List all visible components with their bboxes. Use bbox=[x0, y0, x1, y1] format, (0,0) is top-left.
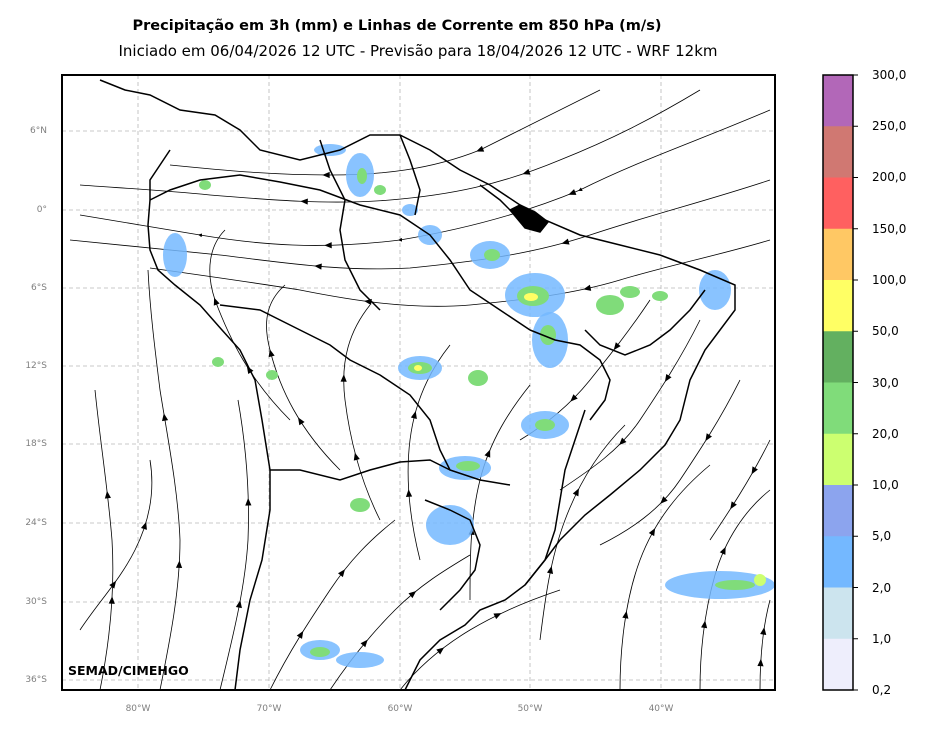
streamline-arrow bbox=[245, 498, 252, 506]
streamline-arrow bbox=[300, 198, 308, 205]
streamline-arrow bbox=[314, 263, 322, 270]
streamline-arrow bbox=[757, 658, 764, 667]
colorbar-label: 10,0 bbox=[872, 478, 899, 492]
streamline-arrow bbox=[337, 569, 345, 578]
streamline-arrow bbox=[705, 433, 712, 442]
streamline-arrow bbox=[324, 242, 332, 249]
chart-subtitle: Iniciado em 06/04/2026 12 UTC - Previsão… bbox=[118, 42, 718, 60]
streamline-arrow bbox=[268, 349, 275, 358]
lat-label: 0° bbox=[36, 205, 47, 215]
streamline-arrow bbox=[340, 374, 347, 382]
streamlines bbox=[69, 89, 771, 690]
lat-label: 30°S bbox=[25, 597, 47, 607]
colorbar-label: 200,0 bbox=[872, 170, 907, 184]
streamline-arrow bbox=[493, 613, 502, 620]
streamline-arrow bbox=[296, 630, 304, 639]
colorbar-segment bbox=[823, 228, 853, 281]
chart-title: Precipitação em 3h (mm) e Linhas de Corr… bbox=[132, 18, 662, 34]
streamline-arrow bbox=[175, 560, 183, 569]
lat-label: 24°S bbox=[25, 518, 47, 528]
colorbar-label: 2,0 bbox=[872, 581, 892, 595]
lat-label: 12°S bbox=[25, 361, 47, 371]
streamline-arrow bbox=[570, 394, 578, 402]
streamline-arrow bbox=[572, 488, 579, 497]
streamline-arrow bbox=[405, 489, 413, 497]
colorbar-segment bbox=[823, 177, 853, 230]
streamline-arrow bbox=[701, 620, 708, 629]
colorbar-segment bbox=[823, 638, 853, 691]
lon-label: 40°W bbox=[648, 704, 674, 714]
streamline-arrow bbox=[322, 171, 330, 179]
coastlines-and-borders bbox=[99, 79, 736, 690]
streamline-arrow bbox=[162, 413, 169, 422]
colorbar-label: 300,0 bbox=[872, 68, 907, 82]
streamline-arrow bbox=[760, 627, 767, 635]
colorbar-segment bbox=[823, 485, 853, 537]
streamline-arrow bbox=[213, 297, 220, 306]
streamline-arrow bbox=[408, 590, 417, 599]
colorbar-frame bbox=[822, 74, 854, 691]
colorbar-segment bbox=[823, 280, 853, 332]
lon-label: 70°W bbox=[256, 704, 282, 714]
colorbar-segment bbox=[823, 331, 853, 383]
lon-label: 80°W bbox=[125, 704, 151, 714]
colorbar-segment bbox=[823, 536, 853, 588]
streamline-arrow bbox=[436, 647, 445, 655]
map-frame bbox=[61, 74, 776, 691]
colorbar-label: 1,0 bbox=[872, 632, 892, 646]
streamline-arrow bbox=[719, 546, 726, 555]
streamline-arrow bbox=[622, 610, 629, 619]
colorbar-label: 0,2 bbox=[872, 683, 892, 697]
streamline-arrow bbox=[660, 496, 668, 504]
colorbar-segment bbox=[823, 75, 853, 127]
streamline-arrow bbox=[568, 189, 577, 195]
colorbar-label: 150,0 bbox=[872, 222, 907, 236]
streamline-arrow bbox=[108, 596, 115, 604]
streamline-arrow bbox=[140, 521, 147, 530]
streamline-arrow bbox=[751, 466, 758, 475]
colorbar-label: 30,0 bbox=[872, 376, 899, 390]
lat-label: 36°S bbox=[25, 675, 47, 685]
lat-label: 6°N bbox=[30, 126, 47, 136]
streamline-arrow bbox=[360, 639, 368, 648]
streamline-arrow bbox=[648, 528, 656, 537]
colorbar-segment bbox=[823, 382, 853, 435]
streamline-arrow bbox=[109, 580, 117, 589]
colorbar-label: 50,0 bbox=[872, 324, 899, 338]
colorbar-segment bbox=[823, 587, 853, 640]
streamline-arrow bbox=[522, 168, 531, 175]
streamline-arrow bbox=[583, 284, 592, 291]
streamline-arrow bbox=[235, 600, 242, 609]
lon-label: 50°W bbox=[517, 704, 543, 714]
streamline-arrow bbox=[664, 373, 672, 382]
lat-label: 18°S bbox=[25, 439, 47, 449]
colorbar-label: 20,0 bbox=[872, 427, 899, 441]
colorbar-label: 100,0 bbox=[872, 273, 907, 287]
lon-label: 60°W bbox=[387, 704, 413, 714]
precipitation-areas bbox=[163, 144, 775, 668]
streamline-arrow bbox=[353, 452, 360, 461]
lat-label: 6°S bbox=[31, 283, 47, 293]
streamline-arrow bbox=[619, 437, 627, 446]
map-gridlines bbox=[62, 75, 775, 690]
streamline-arrow bbox=[546, 566, 554, 574]
streamline-arrow bbox=[298, 417, 305, 426]
streamline-arrow bbox=[613, 342, 621, 351]
colorbar-label: 250,0 bbox=[872, 119, 907, 133]
colorbar-label: 5,0 bbox=[872, 529, 892, 543]
colorbar bbox=[823, 74, 858, 691]
credit-label: SEMAD/CIMEHGO bbox=[68, 663, 189, 678]
colorbar-segment bbox=[823, 433, 853, 486]
streamline-arrow bbox=[484, 449, 491, 458]
streamline-arrow bbox=[730, 501, 737, 510]
streamline-arrow bbox=[561, 238, 570, 245]
streamline-arrow bbox=[476, 145, 485, 152]
streamline-arrow bbox=[104, 490, 111, 499]
colorbar-segment bbox=[823, 126, 853, 178]
streamline-arrow bbox=[410, 411, 417, 420]
